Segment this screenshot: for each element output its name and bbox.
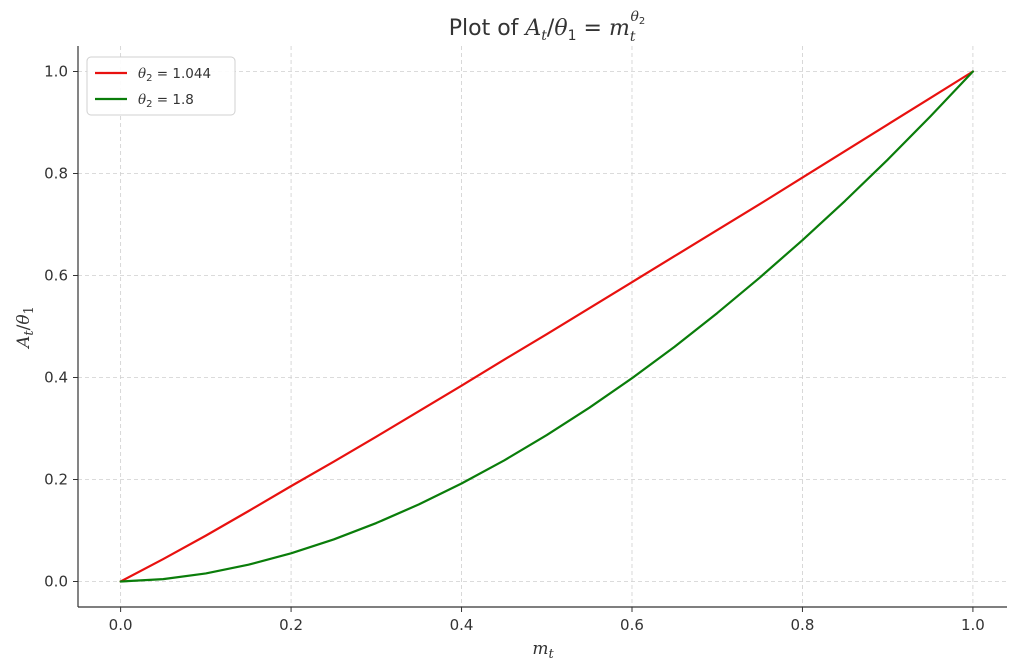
- axes: [77, 46, 1007, 608]
- chart-title: Plot of At/θ1 = mtθ2: [449, 9, 646, 45]
- legend-label: θ2 = 1.044: [138, 66, 211, 84]
- series-line-0: [119, 70, 975, 583]
- x-axis-label: mt: [532, 639, 554, 662]
- y-ticks: 0.0 0.2 0.4 0.6 0.8 1.0: [44, 63, 78, 591]
- x-tick-label: 0.2: [279, 616, 303, 634]
- x-tick-label: 0.0: [109, 616, 133, 634]
- grid: [78, 46, 1007, 607]
- x-ticks: 0.0 0.2 0.4 0.6 0.8 1.0: [109, 607, 985, 634]
- legend-box: [86, 56, 236, 116]
- x-tick-label: 0.4: [450, 616, 474, 634]
- y-tick-label: 0.0: [44, 573, 68, 591]
- y-tick-label: 0.2: [44, 471, 68, 489]
- x-tick-label: 0.6: [620, 616, 644, 634]
- x-tick-label: 0.8: [791, 616, 815, 634]
- y-tick-label: 0.8: [44, 165, 68, 183]
- y-tick-label: 0.4: [44, 369, 68, 387]
- x-tick-label: 1.0: [961, 616, 985, 634]
- legend-label: θ2 = 1.8: [138, 92, 194, 110]
- y-axis-label: At/θ1: [14, 306, 37, 350]
- series-line-1: [119, 70, 975, 583]
- y-tick-label: 0.6: [44, 267, 68, 285]
- y-tick-label: 1.0: [44, 63, 68, 81]
- series-lines: [119, 70, 975, 583]
- legend: θ2 = 1.044 θ2 = 1.8: [86, 56, 236, 116]
